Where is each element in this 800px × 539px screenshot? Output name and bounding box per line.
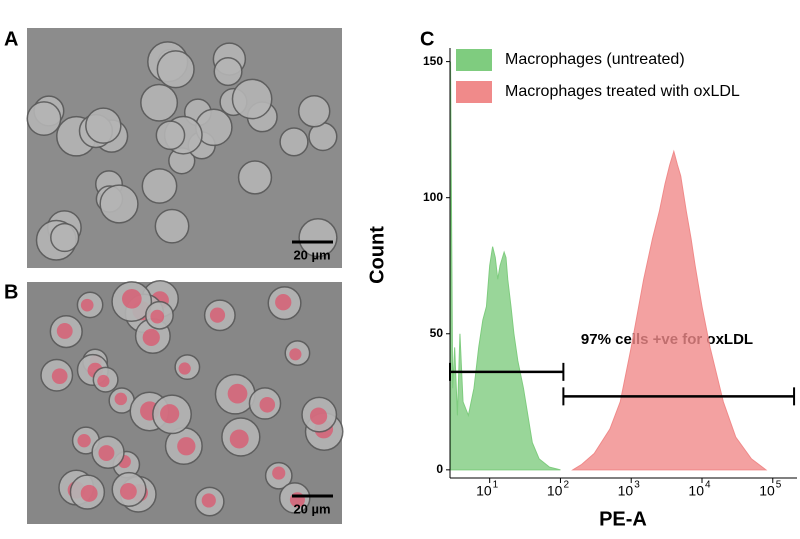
cell (50, 222, 80, 253)
cell (140, 83, 179, 122)
stain (209, 307, 226, 323)
legend-swatch (456, 49, 492, 71)
x-tick-exponent: 3 (634, 480, 640, 491)
stain (114, 392, 128, 406)
stain (272, 466, 286, 480)
cell (26, 101, 62, 136)
x-tick-exponent: 4 (705, 480, 711, 491)
cell (297, 94, 331, 128)
x-tick-label: 10 (476, 483, 492, 499)
stain (275, 294, 292, 311)
legend-label: Macrophages (untreated) (505, 51, 685, 68)
x-tick-label: 10 (618, 483, 634, 499)
stain (289, 348, 302, 361)
x-tick-exponent: 5 (776, 480, 782, 491)
cell (141, 168, 178, 204)
scale-bar-label: 20 µm (293, 501, 330, 516)
y-axis-title: Count (366, 226, 388, 284)
cell (85, 107, 122, 144)
stain (97, 374, 110, 388)
stain (160, 404, 180, 424)
x-tick-label: 10 (547, 483, 563, 499)
stain (56, 323, 73, 339)
x-axis-title: PE-A (599, 508, 647, 530)
panel-label: A (4, 28, 18, 50)
y-tick-label: 0 (436, 462, 443, 476)
panel-label: B (4, 281, 18, 303)
histogram-area (571, 149, 768, 471)
x-tick-label: 10 (759, 483, 775, 499)
stain (142, 328, 160, 347)
x-tick-exponent: 1 (493, 480, 499, 491)
stain (178, 362, 191, 375)
cell (298, 218, 338, 258)
panel-label: C (420, 28, 434, 50)
x-tick-exponent: 2 (563, 480, 569, 491)
cell (237, 160, 273, 195)
x-tick-label: 10 (688, 483, 704, 499)
y-tick-label: 100 (423, 190, 443, 204)
stain (227, 383, 248, 404)
scale-bar-label: 20 µm (293, 247, 330, 262)
stain (121, 288, 142, 309)
stain (229, 429, 249, 449)
stain (80, 484, 98, 502)
cell (155, 120, 186, 151)
legend-swatch (456, 81, 492, 103)
cell (99, 184, 139, 224)
y-tick-label: 50 (430, 326, 444, 340)
stain (201, 493, 216, 508)
stain (309, 407, 328, 425)
cell (279, 127, 309, 157)
cell (231, 78, 273, 120)
cell (213, 57, 243, 87)
y-tick-label: 150 (423, 54, 443, 68)
stain (150, 309, 165, 324)
histogram-area (450, 61, 561, 471)
stain (98, 445, 115, 462)
stain (80, 298, 94, 312)
stain (259, 397, 276, 413)
stain (177, 437, 196, 456)
legend-label: Macrophages treated with oxLDL (505, 83, 740, 100)
stain (51, 368, 68, 385)
stain (120, 483, 137, 500)
cell (154, 208, 190, 244)
cell (156, 50, 195, 89)
stain (77, 433, 91, 448)
